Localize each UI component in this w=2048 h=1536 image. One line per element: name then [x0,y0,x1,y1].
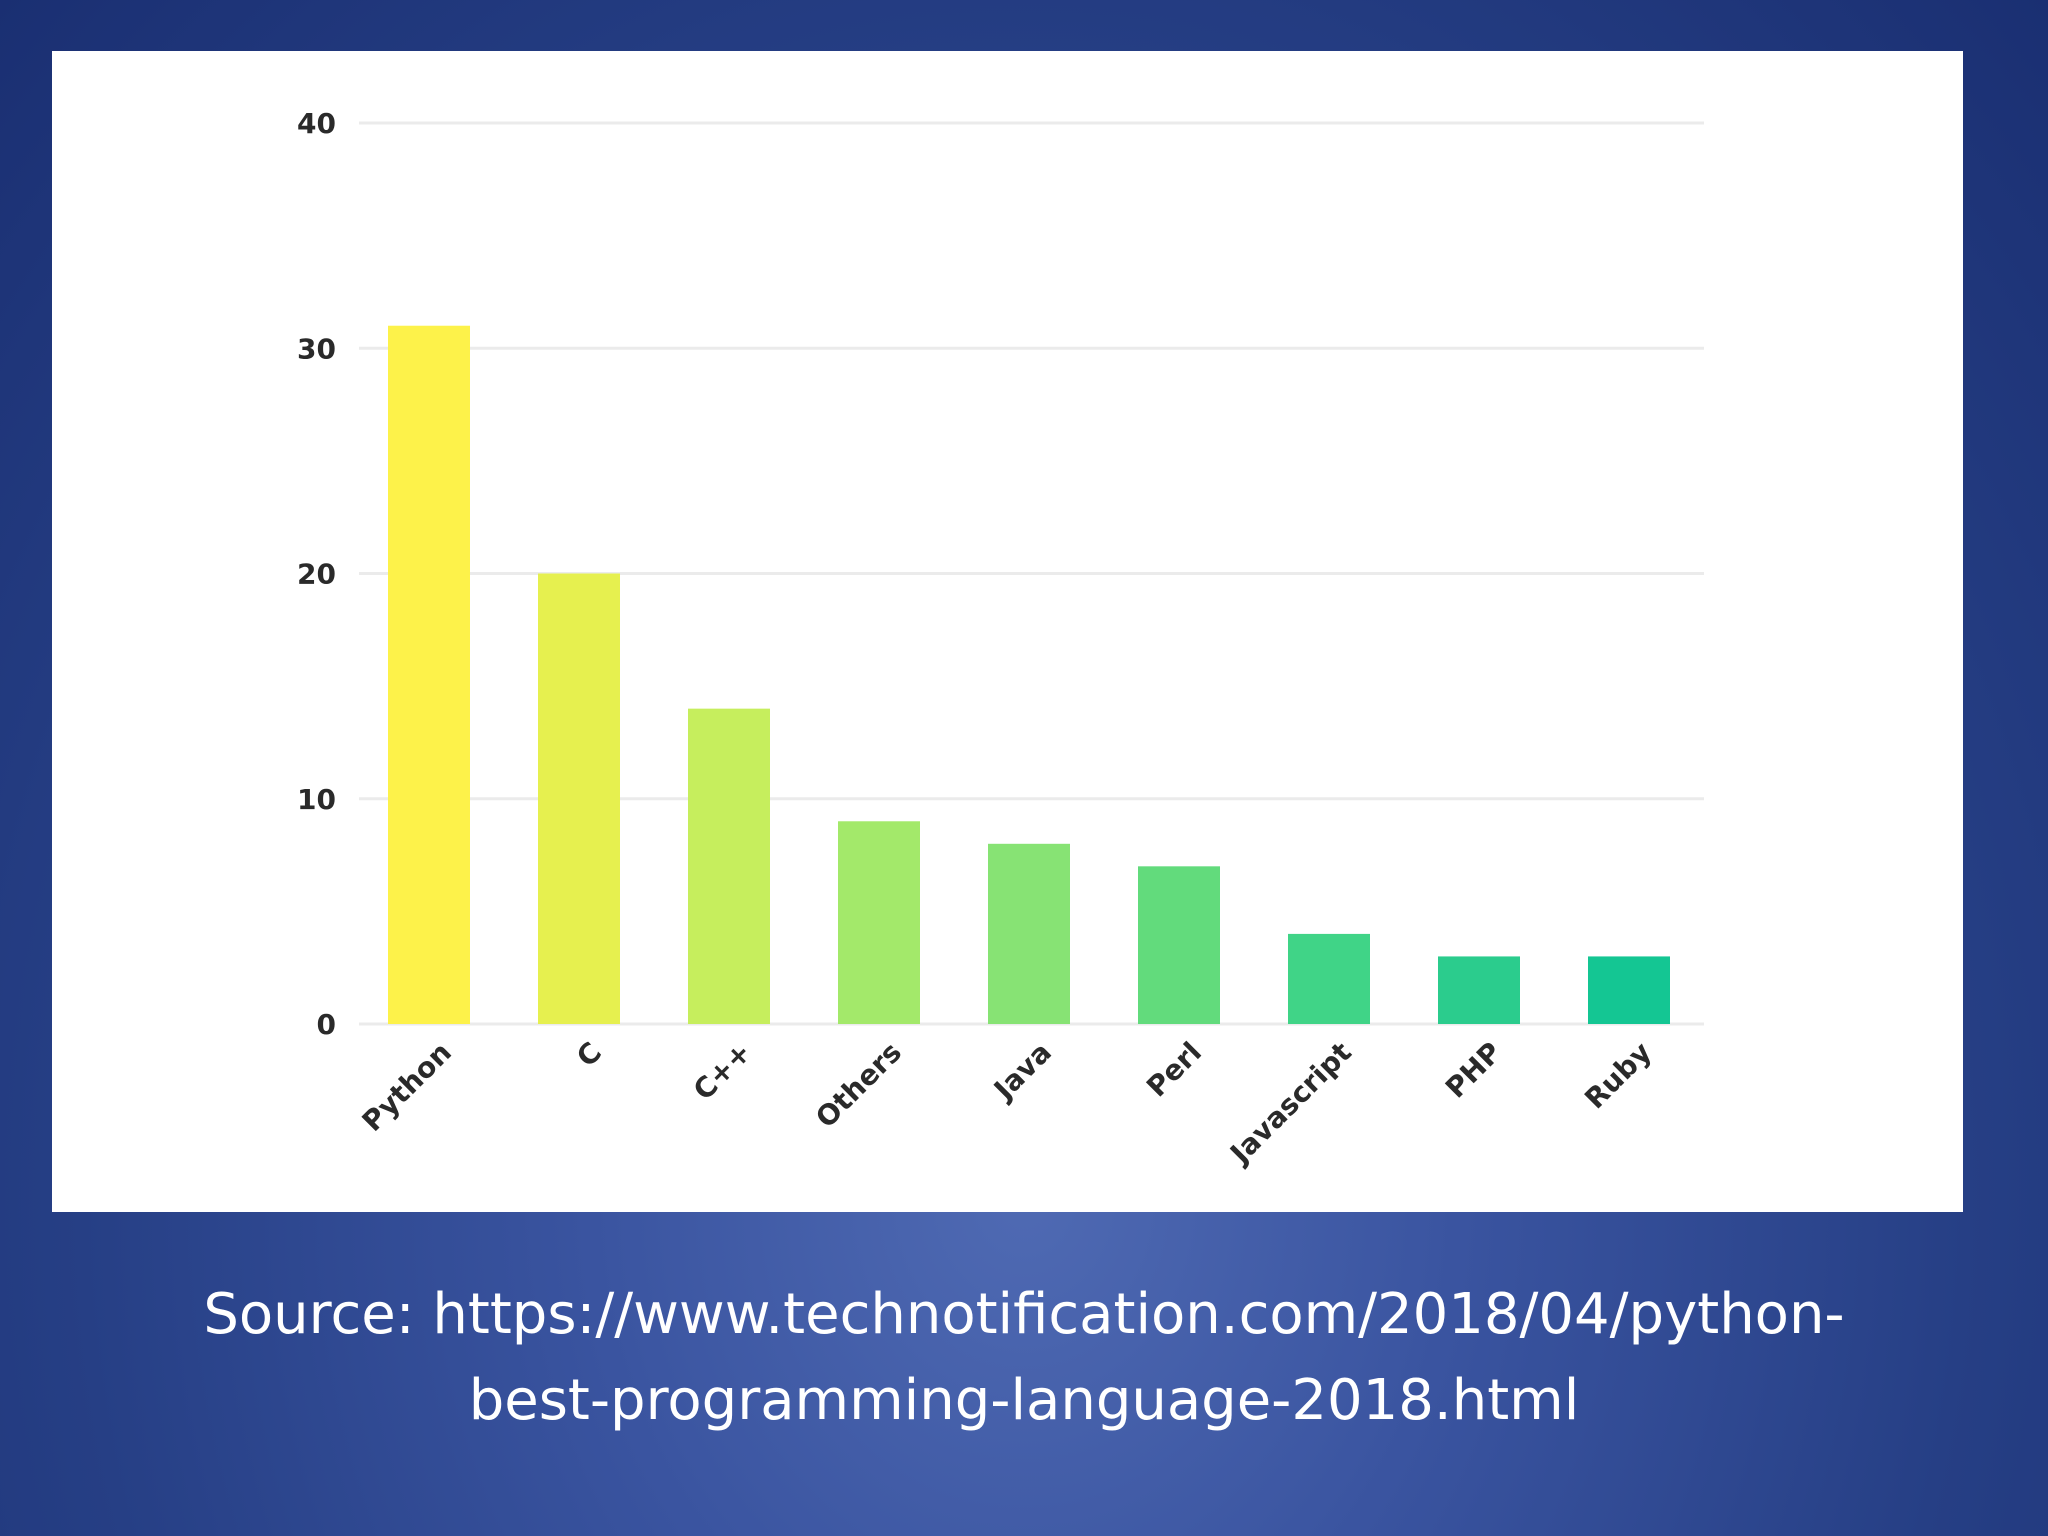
x-tick-label: Javascript [1222,1036,1357,1171]
chart-panel: 0 10 20 30 40 Python C C++ Others Java Perl Javasc… [52,51,1963,1212]
x-tick-label: Java [986,1036,1058,1108]
bar-chart: 0 10 20 30 40 Python C C++ Others Java Perl Javasc… [297,107,1704,1171]
x-tick-label: Others [809,1036,908,1135]
y-tick-label: 10 [297,783,336,816]
bar-others [838,821,920,1024]
caption-line-1: Source: https://www.technotification.com… [203,1282,1845,1347]
bar-perl [1138,866,1220,1024]
x-axis-labels: Python C C++ Others Java Perl Javascript PHP Rub… [356,1036,1658,1171]
bar-java [988,843,1070,1024]
bar-ruby [1588,956,1670,1024]
x-tick-label: Perl [1140,1036,1208,1104]
y-tick-label: 30 [297,332,336,365]
bar-c [538,573,620,1024]
y-tick-label: 20 [297,558,336,591]
x-tick-label: C++ [687,1036,758,1107]
y-tick-label: 40 [297,107,336,140]
bar-python [388,325,470,1025]
bars [388,325,1670,1025]
y-axis-ticks: 0 10 20 30 40 [297,107,336,1041]
x-tick-label: PHP [1439,1036,1508,1105]
bar-javascript [1288,933,1370,1024]
bar-c- [688,708,770,1024]
caption-line-2: best-programming-language-2018.html [468,1368,1580,1433]
x-tick-label: Ruby [1578,1036,1658,1116]
source-caption: Source: https://www.technotification.com… [0,1272,2048,1444]
bar-php [1438,956,1520,1024]
x-tick-label: Python [356,1036,458,1138]
y-tick-label: 0 [317,1008,336,1041]
x-tick-label: C [570,1036,608,1074]
